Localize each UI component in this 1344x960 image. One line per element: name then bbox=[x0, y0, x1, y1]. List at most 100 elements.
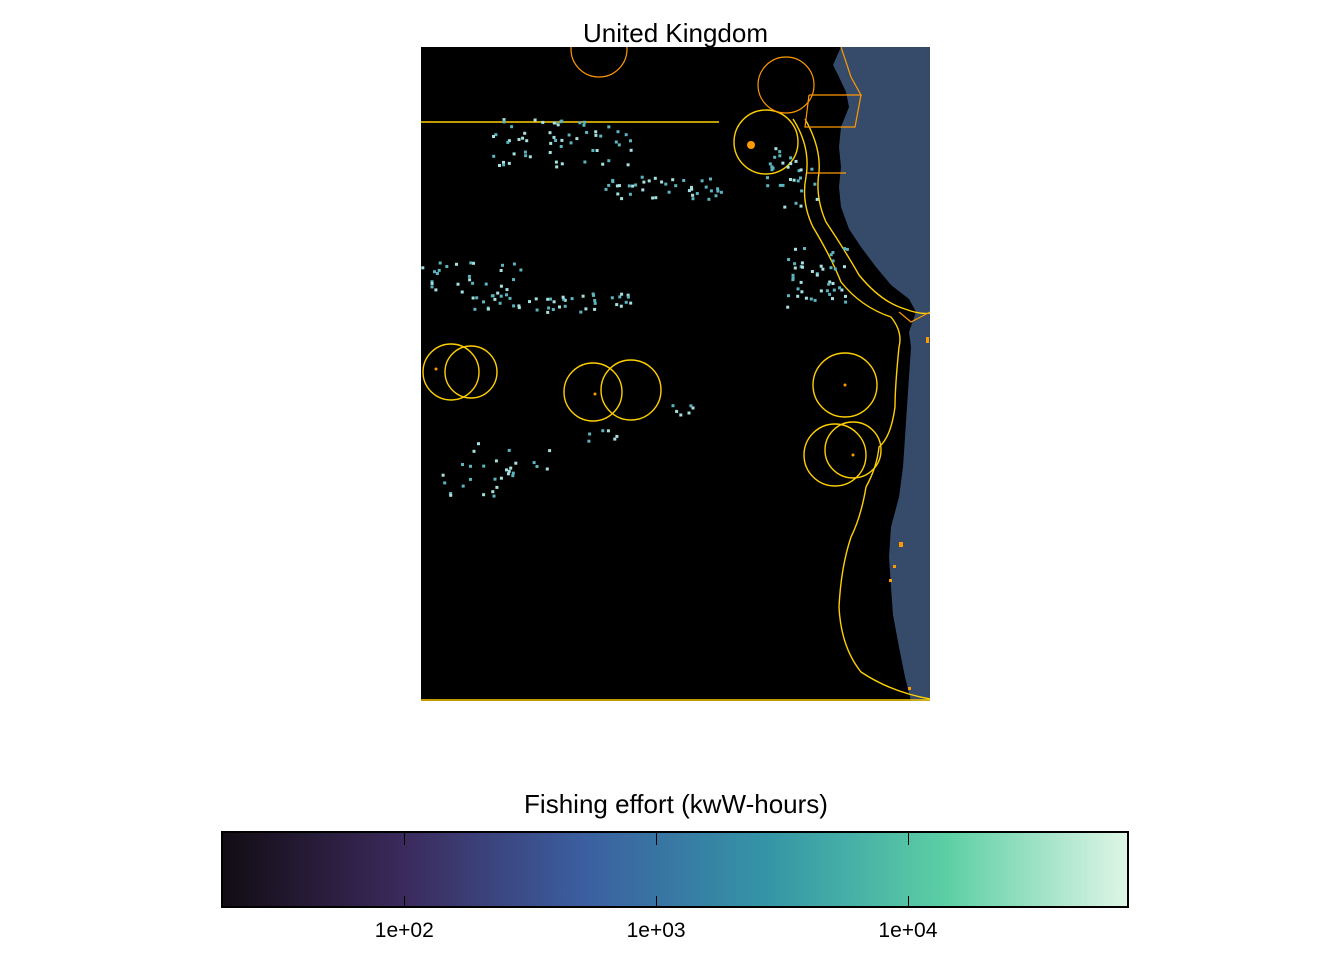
effort-cell bbox=[687, 411, 691, 415]
effort-cell bbox=[482, 300, 485, 304]
effort-cell bbox=[618, 295, 622, 299]
effort-cell bbox=[494, 133, 498, 137]
eez-coastal-band-outer bbox=[804, 118, 930, 315]
effort-cell bbox=[583, 120, 586, 124]
effort-cell bbox=[799, 204, 803, 208]
effort-cell bbox=[615, 184, 619, 188]
effort-cell bbox=[618, 184, 621, 188]
effort-cell bbox=[719, 190, 723, 194]
effort-cell bbox=[766, 184, 770, 188]
effort-cell bbox=[559, 145, 563, 148]
effort-cell bbox=[691, 193, 695, 197]
effort-cell bbox=[825, 289, 829, 293]
effort-cell bbox=[626, 163, 630, 167]
effort-cell bbox=[523, 150, 527, 154]
effort-cell bbox=[505, 288, 509, 292]
effort-cell bbox=[482, 493, 486, 497]
effort-cell bbox=[499, 269, 503, 272]
effort-cell bbox=[499, 284, 503, 288]
effort-cell bbox=[511, 471, 515, 475]
effort-cell bbox=[641, 188, 645, 192]
effort-cell bbox=[592, 293, 595, 297]
effort-cell bbox=[707, 197, 711, 201]
effort-cell bbox=[525, 139, 529, 143]
effort-cell bbox=[640, 175, 644, 179]
effort-cell bbox=[828, 280, 832, 284]
eez-island-west-a bbox=[422, 343, 480, 401]
effort-cell bbox=[570, 297, 574, 301]
effort-cell bbox=[601, 162, 605, 166]
effort-cell bbox=[567, 133, 571, 137]
effort-cell bbox=[455, 262, 458, 266]
effort-cell bbox=[613, 437, 617, 441]
effort-cell bbox=[585, 131, 589, 134]
effort-cell bbox=[430, 285, 434, 289]
effort-cell bbox=[548, 131, 552, 135]
effort-cell bbox=[502, 120, 506, 124]
effort-cell bbox=[473, 307, 477, 311]
effort-cell bbox=[771, 166, 775, 170]
land bbox=[833, 47, 930, 701]
effort-cell bbox=[437, 268, 441, 272]
effort-cell bbox=[781, 183, 785, 187]
effort-cell bbox=[813, 298, 817, 302]
effort-cell bbox=[773, 155, 777, 159]
effort-cell bbox=[469, 464, 472, 468]
effort-cell bbox=[679, 413, 683, 417]
effort-cell bbox=[492, 154, 496, 158]
eez-island-east-c bbox=[824, 421, 882, 479]
effort-cell bbox=[498, 301, 502, 305]
effort-cell bbox=[509, 466, 513, 470]
effort-cell bbox=[624, 300, 628, 304]
effort-cell bbox=[695, 192, 699, 195]
map-panel[interactable] bbox=[421, 47, 930, 701]
effort-cell bbox=[551, 308, 555, 311]
effort-cell bbox=[506, 472, 510, 476]
effort-cell bbox=[671, 404, 675, 408]
effort-cell bbox=[829, 266, 833, 270]
effort-cell bbox=[801, 265, 804, 269]
effort-cell bbox=[502, 118, 506, 122]
effort-cell bbox=[690, 187, 694, 191]
effort-cell bbox=[430, 280, 434, 284]
effort-cell bbox=[831, 297, 834, 301]
effort-cell bbox=[493, 477, 497, 481]
effort-cell bbox=[493, 297, 497, 301]
effort-cell bbox=[601, 429, 605, 433]
effort-cell bbox=[548, 151, 552, 154]
effort-cell bbox=[501, 263, 504, 267]
fishing-effort-map[interactable] bbox=[421, 47, 930, 701]
effort-cell bbox=[766, 176, 769, 180]
effort-cell bbox=[505, 468, 508, 472]
effort-cell bbox=[507, 161, 511, 165]
effort-cell bbox=[547, 306, 551, 310]
effort-cell bbox=[560, 162, 564, 166]
colorbar-tick-label: 1e+03 bbox=[626, 919, 686, 942]
effort-cell bbox=[791, 273, 795, 277]
effort-cell bbox=[499, 294, 503, 298]
effort-cell bbox=[629, 148, 633, 152]
effort-cell bbox=[461, 463, 464, 466]
effort-cell bbox=[829, 253, 833, 257]
effort-cell bbox=[556, 123, 560, 127]
effort-cell bbox=[667, 190, 671, 194]
effort-cell bbox=[617, 143, 621, 147]
effort-cell bbox=[831, 251, 835, 254]
effort-cell bbox=[560, 138, 564, 142]
effort-cell bbox=[558, 305, 561, 309]
legend-title: Fishing effort (kwW-hours) bbox=[524, 789, 828, 819]
effort-cell bbox=[523, 131, 527, 135]
effort-cell bbox=[809, 297, 813, 301]
effort-cell bbox=[517, 304, 521, 308]
effort-cell bbox=[469, 477, 472, 481]
effort-cell bbox=[433, 270, 436, 274]
effort-cell bbox=[471, 281, 475, 285]
effort-cell bbox=[660, 180, 664, 184]
effort-cell bbox=[799, 168, 803, 172]
effort-cell bbox=[471, 296, 475, 300]
effort-cell bbox=[514, 461, 518, 465]
effort-cell bbox=[438, 261, 442, 265]
effort-cell bbox=[467, 274, 471, 278]
effort-cell bbox=[815, 273, 819, 277]
effort-cell bbox=[704, 185, 708, 189]
